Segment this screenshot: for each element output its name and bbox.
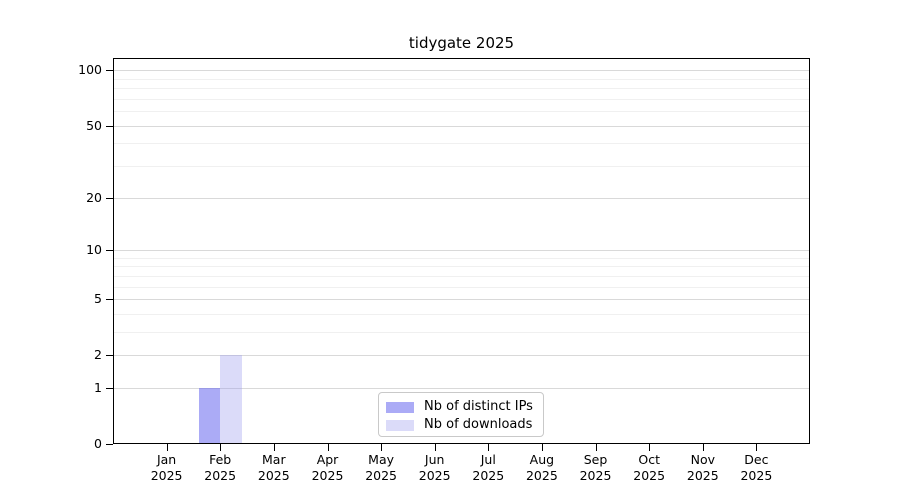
x-tick-label: Sep: [583, 452, 608, 467]
x-tick-mark: [381, 444, 383, 451]
y-tick-label: 0: [94, 436, 102, 451]
legend-swatch-downloads: [386, 419, 414, 431]
gridline-minor: [113, 331, 810, 333]
y-tick-label: 10: [86, 241, 102, 257]
x-tick-label: Nov: [690, 452, 715, 467]
x-tick-mark: [166, 444, 168, 451]
x-tick-label: 2025: [150, 468, 183, 483]
gridline-minor: [113, 266, 810, 268]
y-tick-label: 100: [78, 62, 102, 78]
y-tick-mark: [106, 249, 113, 251]
y-tick-mark: [106, 299, 113, 300]
y-tick-mark: [106, 70, 113, 72]
x-tick-label: Jun: [424, 452, 445, 467]
gridline-minor: [113, 257, 810, 259]
x-tick-label: 2025: [633, 468, 666, 483]
x-tick-label: Aug: [529, 452, 555, 467]
x-tick-label: 2025: [204, 468, 237, 483]
gridline-major: [113, 197, 810, 199]
x-tick-label: 2025: [472, 468, 505, 483]
x-tick-label: May: [368, 452, 395, 467]
bar-nb-of-downloads-feb: [220, 355, 242, 444]
gridline-minor: [113, 286, 810, 288]
x-tick-mark: [541, 444, 543, 451]
x-tick-mark: [327, 444, 329, 451]
legend: Nb of distinct IPs Nb of downloads: [378, 392, 544, 437]
x-tick-mark: [649, 444, 651, 451]
x-tick-mark: [434, 444, 436, 451]
x-tick-label: Feb: [209, 452, 232, 467]
gridline-minor: [113, 313, 810, 315]
plot-area: [113, 58, 810, 444]
gridline-minor: [113, 111, 810, 113]
x-tick-label: 2025: [579, 468, 612, 483]
gridline-minor: [113, 78, 810, 80]
gridline-major: [113, 299, 810, 300]
bar-nb-of-distinct-ips-feb: [198, 387, 221, 444]
x-tick-label: Mar: [262, 452, 286, 467]
x-tick-label: Oct: [638, 452, 660, 467]
x-tick-label: Jan: [156, 452, 177, 467]
gridline-minor: [113, 166, 810, 167]
gridline-major: [113, 125, 810, 127]
legend-swatch-distinct-ips: [386, 401, 414, 413]
y-tick-label: 50: [86, 117, 102, 133]
gridline-major: [113, 387, 810, 389]
gridline-minor: [113, 275, 810, 277]
x-tick-label: Apr: [316, 452, 339, 467]
x-tick-mark: [756, 444, 758, 451]
chart-title: tidygate 2025: [408, 34, 515, 52]
y-tick-label: 5: [94, 291, 102, 306]
legend-label-downloads: Nb of downloads: [424, 417, 533, 432]
x-tick-label: 2025: [311, 468, 344, 483]
y-tick-mark: [106, 355, 113, 357]
legend-label-distinct-ips: Nb of distinct IPs: [424, 399, 533, 414]
y-tick-label: 20: [86, 189, 102, 205]
legend-item-downloads: Nb of downloads: [379, 416, 543, 434]
x-tick-mark: [220, 444, 222, 451]
gridline-minor: [113, 143, 810, 145]
y-tick-label: 2: [94, 347, 102, 363]
x-tick-label: Dec: [744, 452, 769, 467]
x-tick-label: Jul: [480, 452, 496, 467]
legend-item-distinct-ips: Nb of distinct IPs: [379, 398, 543, 416]
y-tick-label: 1: [94, 379, 102, 395]
x-tick-label: 2025: [525, 468, 558, 483]
x-tick-label: 2025: [418, 468, 451, 483]
y-tick-mark: [106, 387, 113, 389]
gridline-minor: [113, 98, 810, 100]
y-tick-mark: [106, 444, 113, 445]
x-tick-mark: [488, 444, 490, 451]
y-tick-mark: [106, 197, 113, 199]
gridline-minor: [113, 88, 810, 90]
x-tick-label: 2025: [365, 468, 397, 483]
x-tick-mark: [273, 444, 275, 451]
x-tick-label: 2025: [257, 468, 290, 483]
x-tick-mark: [702, 444, 704, 451]
x-tick-label: 2025: [686, 468, 719, 483]
gridline-major: [113, 355, 810, 357]
gridline-major: [113, 249, 810, 251]
gridline-major: [113, 70, 810, 72]
x-tick-mark: [595, 444, 597, 451]
x-tick-label: 2025: [740, 468, 773, 483]
y-tick-mark: [106, 125, 113, 127]
